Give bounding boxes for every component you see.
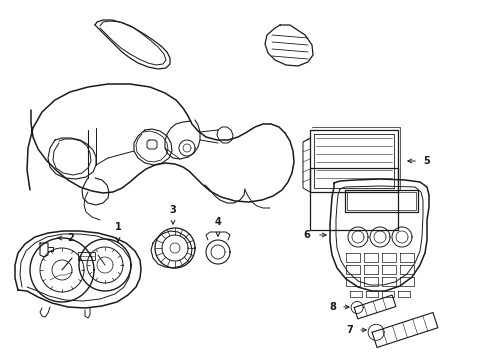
Text: 2: 2 (67, 233, 74, 243)
Text: 1: 1 (114, 222, 121, 232)
Text: 5: 5 (422, 156, 429, 166)
Text: 8: 8 (328, 302, 335, 312)
Text: 4: 4 (214, 217, 221, 227)
Text: 3: 3 (169, 205, 176, 215)
Text: 6: 6 (303, 230, 309, 240)
Text: 7: 7 (346, 325, 352, 335)
